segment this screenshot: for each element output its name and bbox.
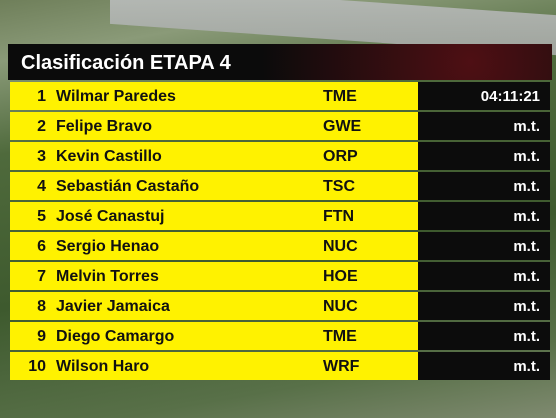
standing-row: 3 Kevin Castillo ORP m.t.	[8, 142, 552, 170]
rider-cell: 3 Kevin Castillo ORP	[10, 142, 418, 170]
time: m.t.	[513, 118, 540, 135]
rider-name: Kevin Castillo	[56, 148, 162, 165]
position: 5	[37, 208, 46, 225]
team-code: TME	[323, 88, 357, 105]
rider-name: Sergio Henao	[56, 238, 160, 255]
rows: 1 Wilmar Paredes TME 04:11:21 2 Felipe Bravo G…	[8, 82, 552, 380]
standing-row: 10 Wilson Haro WRF m.t.	[8, 352, 552, 380]
rider-name: Melvin Torres	[56, 268, 159, 285]
team-code: FTN	[323, 208, 355, 225]
standing-row: 6 Sergio Henao NUC m.t.	[8, 232, 552, 260]
time: m.t.	[513, 298, 540, 315]
team-code: ORP	[323, 148, 358, 165]
time: m.t.	[513, 148, 540, 165]
position: 4	[37, 178, 46, 195]
position: 3	[37, 148, 46, 165]
rider-cell: 6 Sergio Henao NUC	[10, 232, 418, 260]
time: m.t.	[513, 208, 540, 225]
team-code: NUC	[323, 298, 358, 315]
time: 04:11:21	[480, 88, 540, 105]
rider-name: Wilmar Paredes	[56, 88, 176, 105]
rider-cell: 5 José Canastuj FTN	[10, 202, 418, 230]
position: 6	[37, 238, 46, 255]
time-cell: m.t.	[418, 322, 550, 350]
title: Clasificación ETAPA 4	[8, 44, 552, 80]
team-code: NUC	[323, 238, 358, 255]
position: 9	[37, 328, 46, 345]
standings-panel: Clasificación ETAPA 4 1 Wilmar Paredes TME…	[8, 44, 552, 380]
rider-cell: 4 Sebastián Castaño TSC	[10, 172, 418, 200]
standing-row: 5 José Canastuj FTN m.t.	[8, 202, 552, 230]
team-code: WRF	[323, 358, 360, 375]
time: m.t.	[513, 358, 540, 375]
position: 1	[37, 88, 46, 105]
rider-cell: 9 Diego Camargo TME	[10, 322, 418, 350]
team-code: GWE	[323, 118, 362, 135]
rider-name: José Canastuj	[56, 208, 165, 225]
standing-row: 4 Sebastián Castaño TSC m.t.	[8, 172, 552, 200]
time-cell: m.t.	[418, 262, 550, 290]
time-cell: m.t.	[418, 112, 550, 140]
position: 8	[37, 298, 46, 315]
position: 7	[37, 268, 46, 285]
time-cell: m.t.	[418, 142, 550, 170]
position: 10	[28, 358, 46, 375]
rider-name: Diego Camargo	[56, 328, 175, 345]
standing-row: 2 Felipe Bravo GWE m.t.	[8, 112, 552, 140]
time: m.t.	[513, 328, 540, 345]
standing-row: 8 Javier Jamaica NUC m.t.	[8, 292, 552, 320]
rider-name: Sebastián Castaño	[56, 178, 200, 195]
rider-cell: 10 Wilson Haro WRF	[10, 352, 418, 380]
team-code: TME	[323, 328, 357, 345]
rider-cell: 8 Javier Jamaica NUC	[10, 292, 418, 320]
time-cell: m.t.	[418, 232, 550, 260]
time-cell: 04:11:21	[418, 82, 550, 110]
team-code: TSC	[323, 178, 355, 195]
rider-name: Javier Jamaica	[56, 298, 170, 315]
time-cell: m.t.	[418, 202, 550, 230]
rider-cell: 2 Felipe Bravo GWE	[10, 112, 418, 140]
time: m.t.	[513, 238, 540, 255]
time: m.t.	[513, 178, 540, 195]
time-cell: m.t.	[418, 352, 550, 380]
rider-name: Wilson Haro	[56, 358, 150, 375]
position: 2	[37, 118, 46, 135]
time: m.t.	[513, 268, 540, 285]
time-cell: m.t.	[418, 292, 550, 320]
standing-row: 7 Melvin Torres HOE m.t.	[8, 262, 552, 290]
rider-cell: 1 Wilmar Paredes TME	[10, 82, 418, 110]
rider-name: Felipe Bravo	[56, 118, 153, 135]
time-cell: m.t.	[418, 172, 550, 200]
standing-row: 9 Diego Camargo TME m.t.	[8, 322, 552, 350]
team-code: HOE	[323, 268, 358, 285]
standing-row: 1 Wilmar Paredes TME 04:11:21	[8, 82, 552, 110]
rider-cell: 7 Melvin Torres HOE	[10, 262, 418, 290]
